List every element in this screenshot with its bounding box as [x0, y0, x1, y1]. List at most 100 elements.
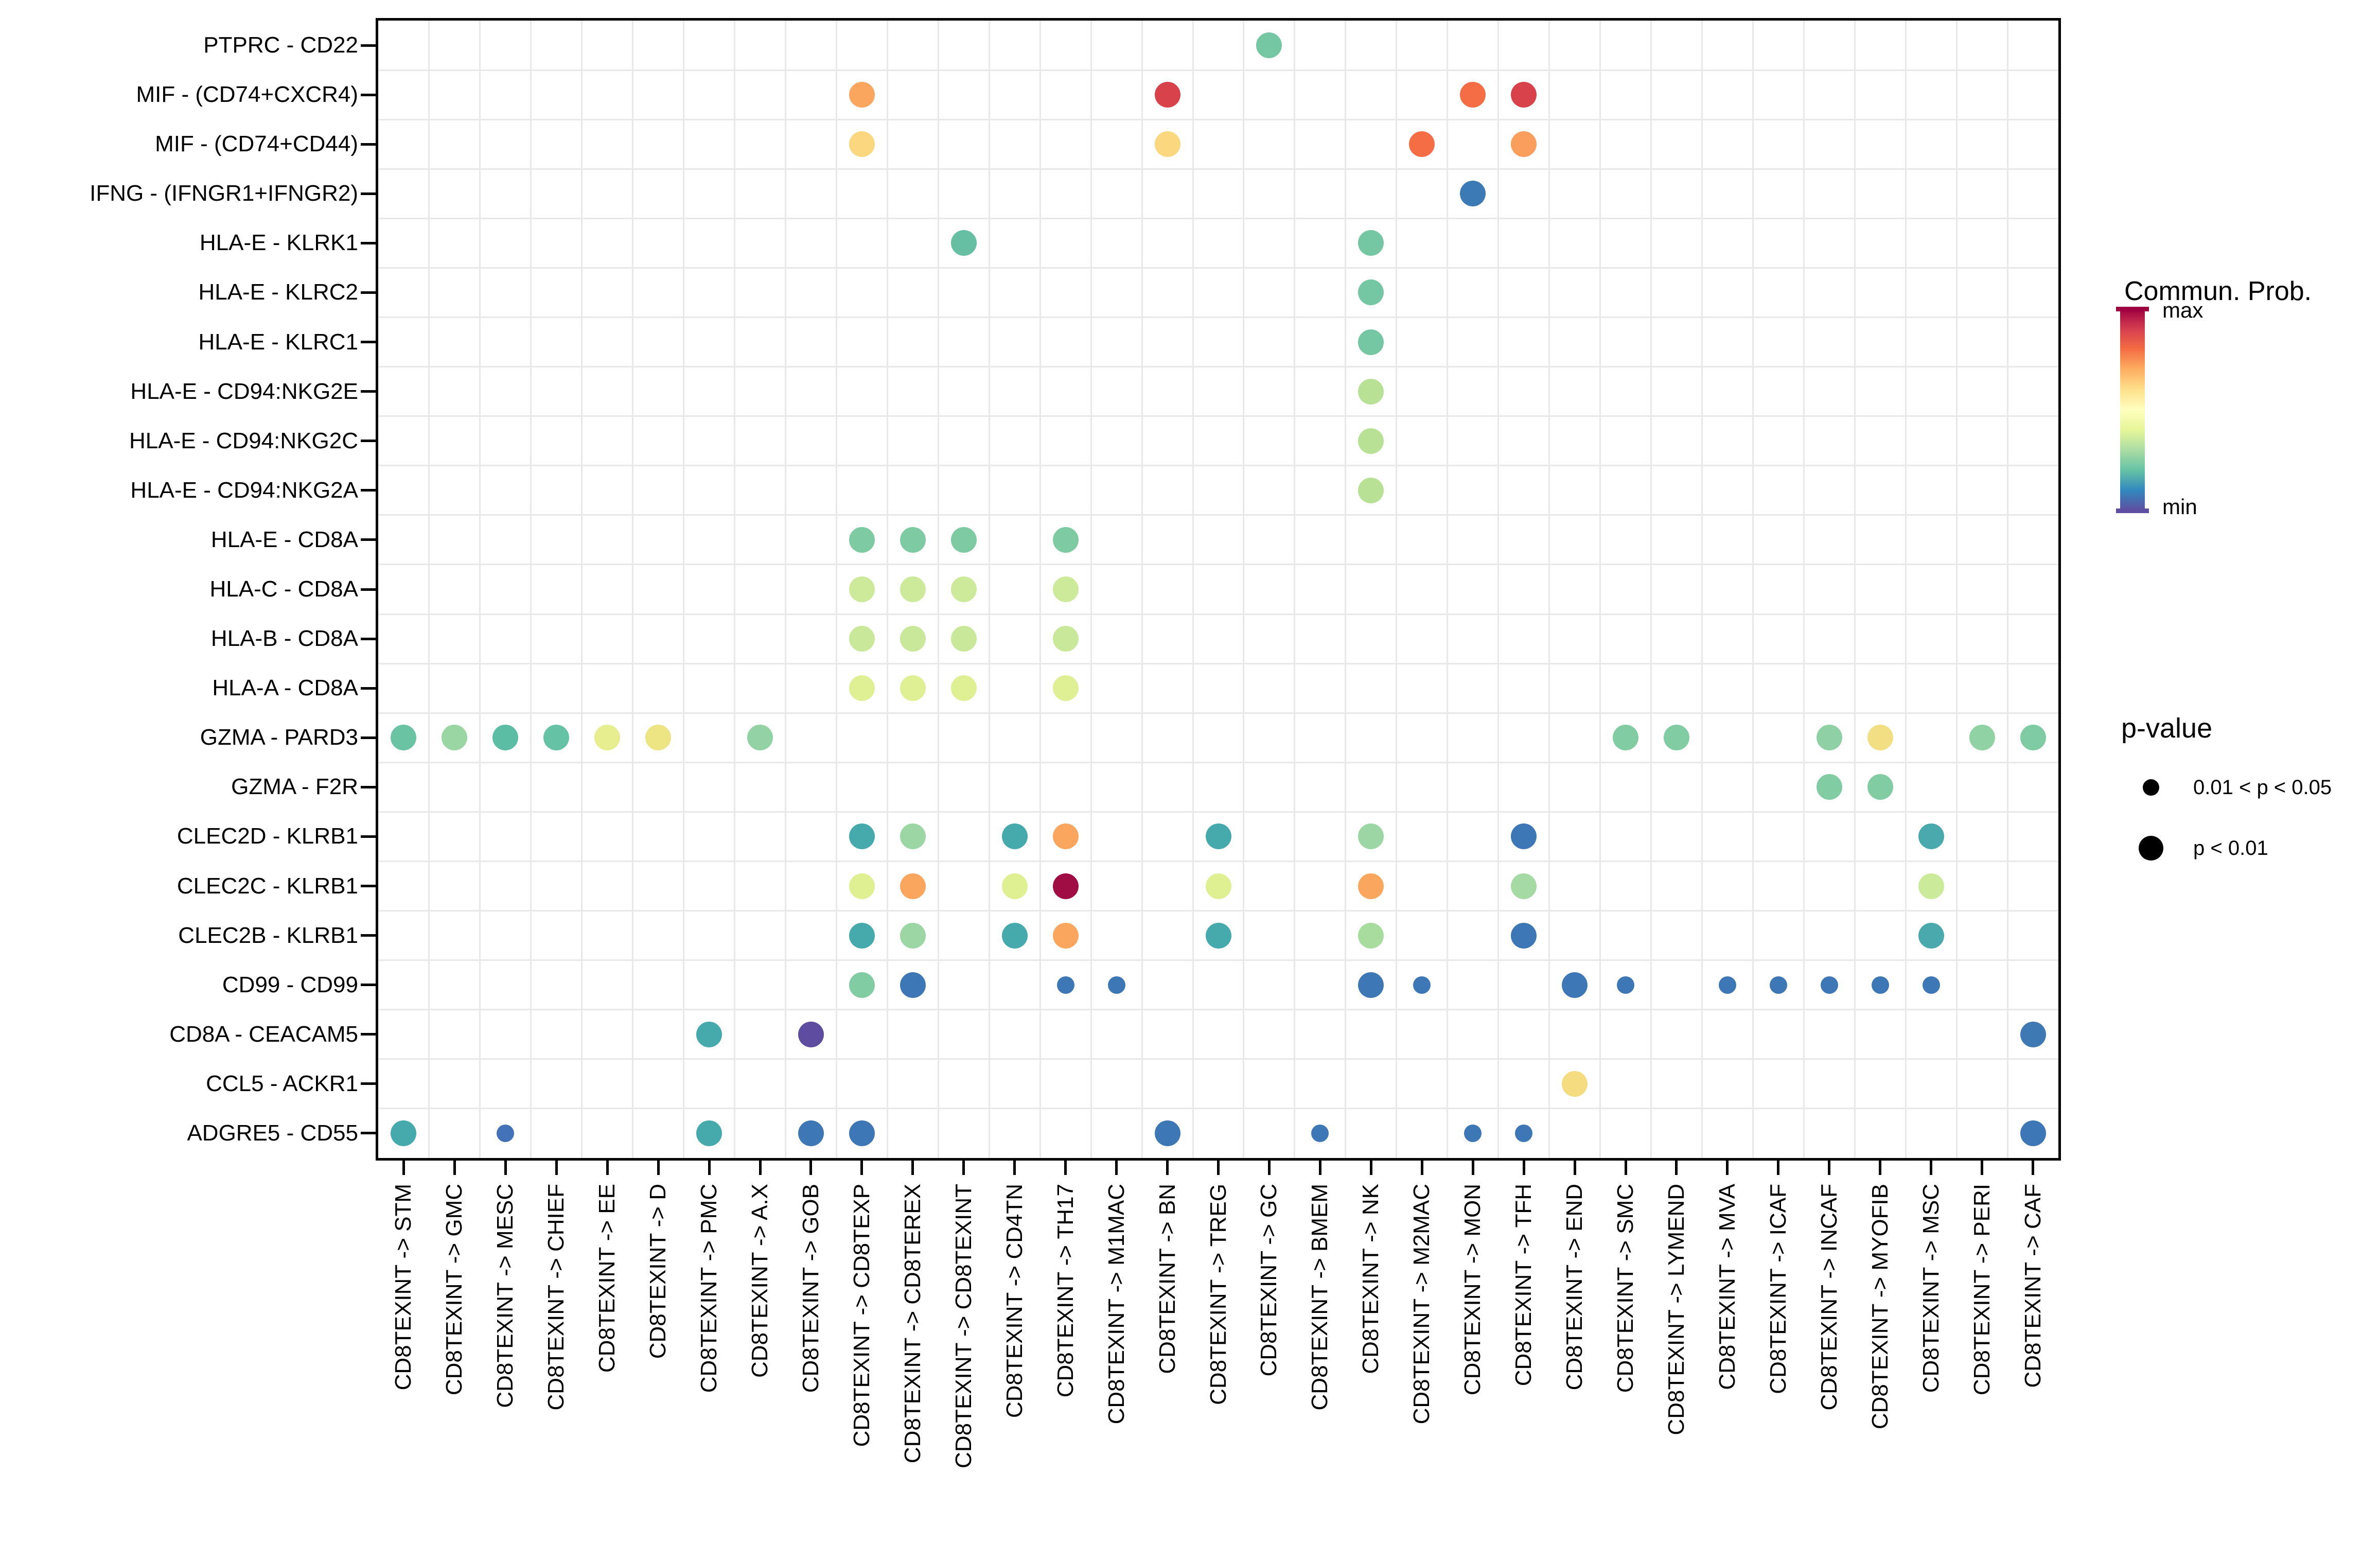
y-axis-label: CLEC2D - KLRB1 — [177, 823, 358, 849]
data-point — [1511, 873, 1537, 899]
data-point — [849, 131, 875, 157]
data-point — [1464, 1124, 1482, 1142]
y-axis-label: HLA-E - CD94:NKG2C — [129, 428, 358, 453]
data-point — [645, 725, 672, 751]
pvalue-legend-title: p-value — [2121, 713, 2213, 744]
y-tick — [361, 835, 376, 838]
gridline-vertical — [1192, 21, 1194, 1158]
x-tick — [606, 1161, 609, 1175]
gridline-vertical — [1447, 21, 1449, 1158]
x-tick — [1420, 1161, 1423, 1175]
data-point — [1358, 477, 1384, 503]
data-point — [1969, 725, 1995, 751]
x-axis-label: CD8TEXINT -> NK — [1358, 1184, 1384, 1374]
data-point — [1052, 576, 1079, 602]
x-axis-label: CD8TEXINT -> GOB — [798, 1184, 823, 1393]
y-axis-label: GZMA - PARD3 — [200, 725, 358, 750]
data-point — [1154, 82, 1180, 108]
data-point — [1511, 82, 1537, 108]
x-axis-label: CD8TEXINT -> MSC — [1918, 1184, 1944, 1393]
data-point — [849, 675, 875, 701]
gridline-vertical — [1955, 21, 1958, 1158]
data-point — [950, 230, 977, 256]
x-axis-label: CD8TEXINT -> D — [645, 1184, 671, 1359]
y-axis-label: HLA-E - KLRC1 — [198, 329, 358, 355]
gridline-vertical — [1039, 21, 1041, 1158]
gridline-horizontal — [378, 761, 2058, 763]
gridline-vertical — [734, 21, 736, 1158]
x-tick — [1930, 1161, 1933, 1175]
data-point — [1001, 922, 1028, 949]
data-point — [950, 675, 977, 701]
x-axis-label: CD8TEXINT -> TFH — [1511, 1184, 1537, 1387]
x-axis-label: CD8TEXINT -> BN — [1154, 1184, 1180, 1374]
x-tick — [962, 1161, 965, 1175]
y-tick — [361, 291, 376, 294]
x-axis-label: CD8TEXINT -> ICAF — [1765, 1184, 1791, 1394]
y-tick — [361, 934, 376, 937]
y-tick — [361, 984, 376, 987]
x-tick — [1675, 1161, 1678, 1175]
data-point — [1311, 1124, 1329, 1142]
x-axis-label: CD8TEXINT -> SMC — [1613, 1184, 1638, 1393]
x-tick — [504, 1161, 507, 1175]
x-tick — [1522, 1161, 1525, 1175]
gridline-vertical — [1803, 21, 1805, 1158]
plot-panel — [376, 18, 2061, 1161]
data-point — [1867, 725, 1893, 751]
colorbar-min-tick — [2116, 508, 2149, 513]
gridline-horizontal — [378, 613, 2058, 615]
data-point — [849, 527, 875, 553]
data-point — [950, 626, 977, 652]
data-point — [1205, 922, 1231, 949]
gridline-horizontal — [378, 69, 2058, 71]
y-tick — [361, 687, 376, 690]
x-tick — [657, 1161, 660, 1175]
x-tick — [911, 1161, 914, 1175]
data-point — [1511, 922, 1537, 949]
data-point — [1056, 976, 1074, 994]
gridline-vertical — [1752, 21, 1754, 1158]
data-point — [1816, 774, 1842, 800]
y-axis-label: PTPRC - CD22 — [203, 32, 358, 58]
data-point — [900, 576, 926, 602]
data-point — [1052, 873, 1079, 899]
y-tick — [361, 143, 376, 146]
data-point — [1358, 230, 1384, 256]
x-tick — [1828, 1161, 1831, 1175]
y-axis-label: ADGRE5 - CD55 — [187, 1120, 358, 1146]
gridline-vertical — [479, 21, 481, 1158]
x-axis-label: CD8TEXINT -> MESC — [492, 1184, 518, 1408]
x-axis-label: CD8TEXINT -> CD4TN — [1001, 1184, 1027, 1418]
gridline-vertical — [1345, 21, 1347, 1158]
gridline-horizontal — [378, 811, 2058, 813]
x-axis-label: CD8TEXINT -> GMC — [442, 1184, 467, 1396]
colorbar-min-label: min — [2162, 495, 2197, 519]
data-point — [950, 527, 977, 553]
data-point — [696, 1021, 722, 1047]
data-point — [1769, 976, 1787, 994]
data-point — [2020, 1021, 2046, 1047]
data-point — [1001, 873, 1028, 899]
x-axis-label: CD8TEXINT -> PERI — [1969, 1184, 1995, 1396]
gridline-vertical — [886, 21, 888, 1158]
x-axis-label: CD8TEXINT -> M1MAC — [1103, 1184, 1129, 1425]
gridline-horizontal — [378, 910, 2058, 912]
data-point — [950, 576, 977, 602]
x-axis-label: CD8TEXINT -> A.X — [747, 1184, 773, 1378]
x-axis-label: CD8TEXINT -> GC — [1256, 1184, 1282, 1377]
y-axis-label: CLEC2C - KLRB1 — [177, 873, 358, 899]
x-axis-label: CD8TEXINT -> LYMEND — [1663, 1184, 1689, 1435]
data-point — [1358, 823, 1384, 850]
data-point — [900, 873, 926, 899]
y-axis-label: HLA-C - CD8A — [209, 576, 359, 602]
pvalue-small-label: 0.01 < p < 0.05 — [2193, 776, 2332, 799]
y-tick — [361, 885, 376, 888]
x-axis-label: CD8TEXINT -> EE — [594, 1184, 620, 1373]
gridline-vertical — [1497, 21, 1500, 1158]
data-point — [1358, 428, 1384, 454]
data-point — [1358, 873, 1384, 899]
data-point — [747, 725, 773, 751]
gridline-horizontal — [378, 712, 2058, 714]
gridline-vertical — [785, 21, 786, 1158]
